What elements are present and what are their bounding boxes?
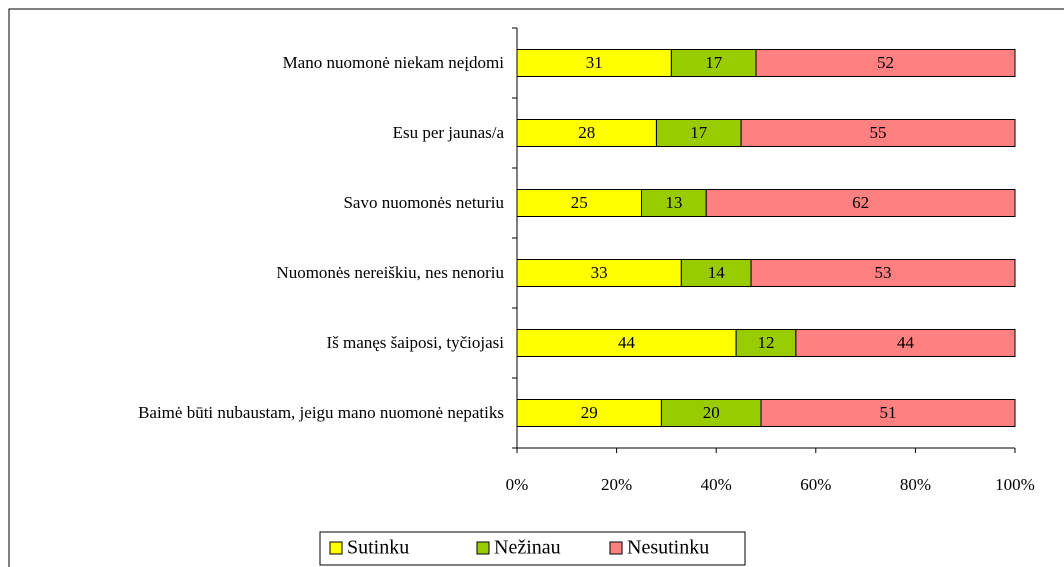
- bar-segment: [516, 329, 737, 357]
- legend-label: Nežinau: [494, 537, 561, 559]
- data-label: 44: [897, 333, 915, 352]
- bar-segment: [516, 259, 682, 287]
- bar-segment: [641, 189, 707, 217]
- category-label-box: Baimė būti nubaustam, jeigu mano nuomonė…: [4, 383, 504, 443]
- data-label: 31: [586, 53, 603, 72]
- x-tick-label: 20%: [601, 475, 632, 494]
- data-label: 12: [758, 333, 775, 352]
- data-label: 52: [877, 53, 894, 72]
- bar-segment: [795, 329, 1016, 357]
- chart-frame: [8, 8, 1064, 567]
- legend-label: Nesutinku: [627, 537, 709, 559]
- data-label: 28: [578, 123, 595, 142]
- bar-segment: [760, 399, 1016, 427]
- data-label: 17: [705, 53, 723, 72]
- category-label: Nuomonės nereiškiu, nes nenoriu: [276, 263, 504, 282]
- data-label: 53: [875, 263, 892, 282]
- data-label: 29: [581, 403, 598, 422]
- category-label-box: Iš manęs šaiposi, tyčiojasi: [4, 313, 504, 373]
- x-tick-label: 60%: [800, 475, 831, 494]
- legend-swatch: [476, 541, 490, 555]
- x-tick-label: 80%: [900, 475, 931, 494]
- data-label: 14: [708, 263, 726, 282]
- category-label: Mano nuomonė niekam neįdomi: [282, 53, 504, 72]
- data-label: 55: [870, 123, 887, 142]
- data-label: 51: [880, 403, 897, 422]
- x-tick-label: 0%: [506, 475, 529, 494]
- category-label: Iš manęs šaiposi, tyčiojasi: [326, 333, 504, 352]
- category-label: Baimė būti nubaustam, jeigu mano nuomonė…: [138, 403, 504, 422]
- bar-segment: [670, 49, 757, 77]
- data-label: 13: [665, 193, 682, 212]
- bar-segment: [680, 259, 752, 287]
- legend-label: Sutinku: [347, 537, 409, 559]
- bar-segment: [516, 119, 657, 147]
- category-label-box: Savo nuomonės neturiu: [4, 173, 504, 233]
- x-tick-label: 100%: [995, 475, 1035, 494]
- bar-segment: [660, 399, 762, 427]
- data-label: 17: [690, 123, 708, 142]
- bar-segment: [740, 119, 1016, 147]
- bar-segment: [750, 259, 1016, 287]
- legend-box: [319, 531, 746, 566]
- data-label: 20: [703, 403, 720, 422]
- bar-segment: [516, 49, 672, 77]
- legend-swatch: [609, 541, 623, 555]
- bar-segment: [735, 329, 797, 357]
- category-label: Esu per jaunas/a: [392, 123, 504, 142]
- category-label-box: Esu per jaunas/a: [4, 103, 504, 163]
- legend-swatch: [329, 541, 343, 555]
- category-label-box: Mano nuomonė niekam neįdomi: [4, 33, 504, 93]
- data-label: 44: [618, 333, 636, 352]
- data-label: 25: [571, 193, 588, 212]
- data-label: 62: [852, 193, 869, 212]
- bar-segment: [705, 189, 1016, 217]
- category-label-box: Nuomonės nereiškiu, nes nenoriu: [4, 243, 504, 303]
- bar-segment: [516, 399, 662, 427]
- category-label: Savo nuomonės neturiu: [343, 193, 504, 212]
- x-tick-label: 40%: [701, 475, 732, 494]
- bar-segment: [755, 49, 1016, 77]
- data-label: 33: [591, 263, 608, 282]
